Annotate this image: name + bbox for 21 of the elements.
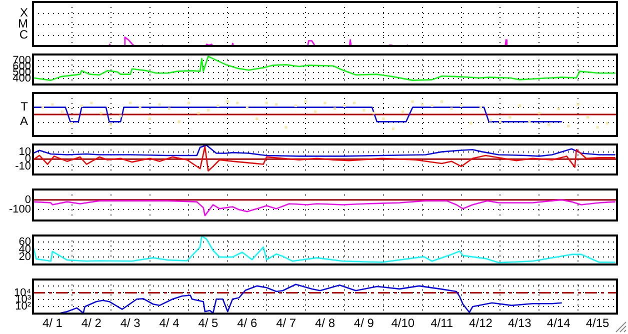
y-tick-label: 0 xyxy=(24,194,31,206)
x-tick-label: 4/ 8 xyxy=(314,316,336,330)
y-tick-label: 10² xyxy=(15,300,32,313)
x-tick-label: 4/10 xyxy=(391,316,415,330)
x-tick-label: 4/ 6 xyxy=(237,316,258,330)
text: T xyxy=(20,100,29,114)
x-tick-label: 4/14 xyxy=(546,316,571,330)
text: A xyxy=(20,114,28,128)
x-tick-label: 4/15 xyxy=(586,316,610,330)
x-tick-label: 4/ 5 xyxy=(198,316,219,330)
y-tick-label: -100 xyxy=(8,204,31,216)
x-tick-label: 4/12 xyxy=(469,316,493,330)
y-tick-label: 400 xyxy=(12,72,31,85)
x-tick-label: 4/11 xyxy=(430,316,454,330)
x-tick-label: 4/ 4 xyxy=(159,316,180,330)
x-tick-label: 4/ 3 xyxy=(120,316,141,330)
x-tick-label: 4/13 xyxy=(508,316,532,330)
x-tick-label: 4/ 2 xyxy=(81,316,102,330)
x-tick-label: 4/ 7 xyxy=(276,316,296,330)
x-tick-label: 4/ 1 xyxy=(42,316,63,330)
x-tick-label: 4/ 9 xyxy=(354,316,374,330)
